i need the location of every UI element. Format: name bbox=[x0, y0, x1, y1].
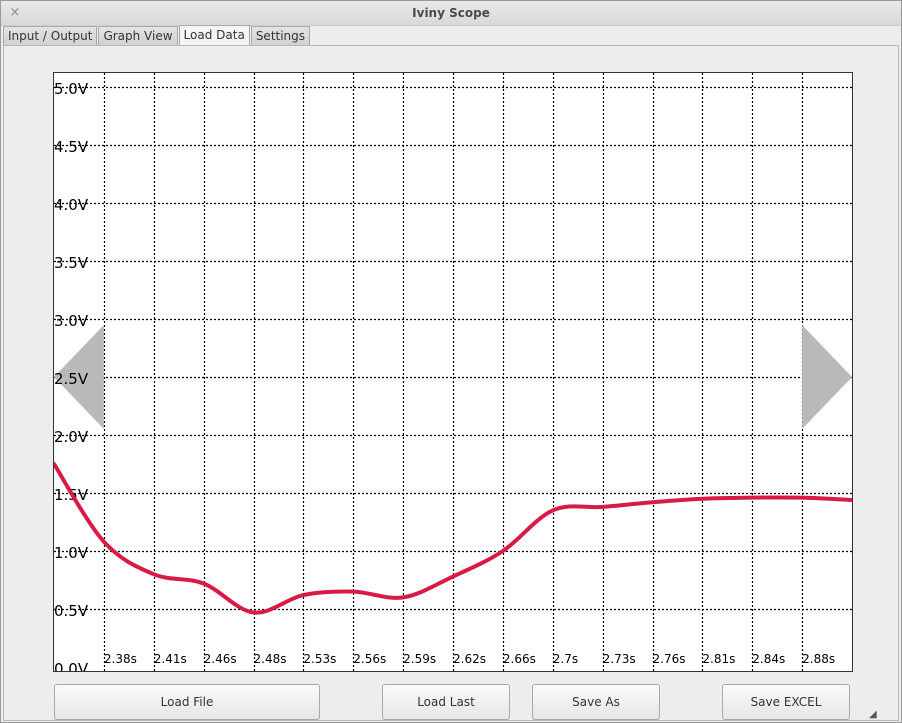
x-tick-label: 2.56s bbox=[353, 652, 386, 666]
x-tick-label: 2.41s bbox=[154, 652, 187, 666]
scope-plot: 0.0V 0.5V 1.0V 1.5V 2.0V 2.5V 3.0V 3.5V 4.0V 4.5V… bbox=[53, 72, 853, 672]
load-file-button[interactable]: Load File bbox=[54, 684, 320, 720]
tab-input-output[interactable]: Input / Output bbox=[3, 26, 98, 45]
triangle-left-icon bbox=[54, 325, 104, 429]
y-tick-label: 2.5V bbox=[54, 370, 89, 388]
tab-graph-view[interactable]: Graph View bbox=[98, 26, 178, 45]
window-title: Iviny Scope bbox=[412, 6, 490, 20]
tab-bar: Input / Output Graph View Load Data Sett… bbox=[3, 25, 311, 45]
x-tick-label: 2.73s bbox=[603, 652, 636, 666]
tab-load-data[interactable]: Load Data bbox=[178, 25, 250, 45]
x-tick-label: 2.76s bbox=[653, 652, 686, 666]
x-tick-label: 2.48s bbox=[254, 652, 287, 666]
plot-canvas: 0.0V0.5V1.0V1.5V2.0V2.5V3.0V3.5V4.0V4.5V… bbox=[54, 73, 852, 671]
x-tick-label: 2.88s bbox=[802, 652, 835, 666]
x-tick-label: 2.38s bbox=[104, 652, 137, 666]
x-tick-label: 2.7s bbox=[553, 652, 578, 666]
data-series-line bbox=[54, 462, 852, 615]
tab-settings[interactable]: Settings bbox=[250, 26, 311, 45]
y-tick-label: 3.0V bbox=[54, 312, 89, 330]
triangle-right-icon bbox=[802, 325, 852, 429]
y-tick-label: 3.5V bbox=[54, 254, 89, 272]
x-tick-label: 2.81s bbox=[702, 652, 735, 666]
save-as-button[interactable]: Save As bbox=[532, 684, 660, 720]
title-bar: × Iviny Scope bbox=[1, 1, 901, 26]
y-tick-label: 0.0V bbox=[54, 660, 89, 671]
x-tick-label: 2.84s bbox=[752, 652, 785, 666]
x-tick-label: 2.46s bbox=[204, 652, 237, 666]
x-tick-label: 2.53s bbox=[303, 652, 336, 666]
y-tick-label: 0.5V bbox=[54, 602, 89, 620]
y-tick-label: 2.0V bbox=[54, 428, 89, 446]
x-tick-label: 2.59s bbox=[403, 652, 436, 666]
x-tick-label: 2.62s bbox=[453, 652, 486, 666]
y-tick-label: 5.0V bbox=[54, 80, 89, 98]
resize-grip-icon[interactable]: ◢ bbox=[869, 709, 877, 720]
y-tick-label: 1.0V bbox=[54, 544, 89, 562]
y-tick-label: 4.5V bbox=[54, 138, 89, 156]
load-last-button[interactable]: Load Last bbox=[382, 684, 510, 720]
close-icon[interactable]: × bbox=[9, 5, 21, 20]
x-tick-label: 2.66s bbox=[503, 652, 536, 666]
y-tick-label: 4.0V bbox=[54, 196, 89, 214]
save-excel-button[interactable]: Save EXCEL bbox=[722, 684, 850, 720]
